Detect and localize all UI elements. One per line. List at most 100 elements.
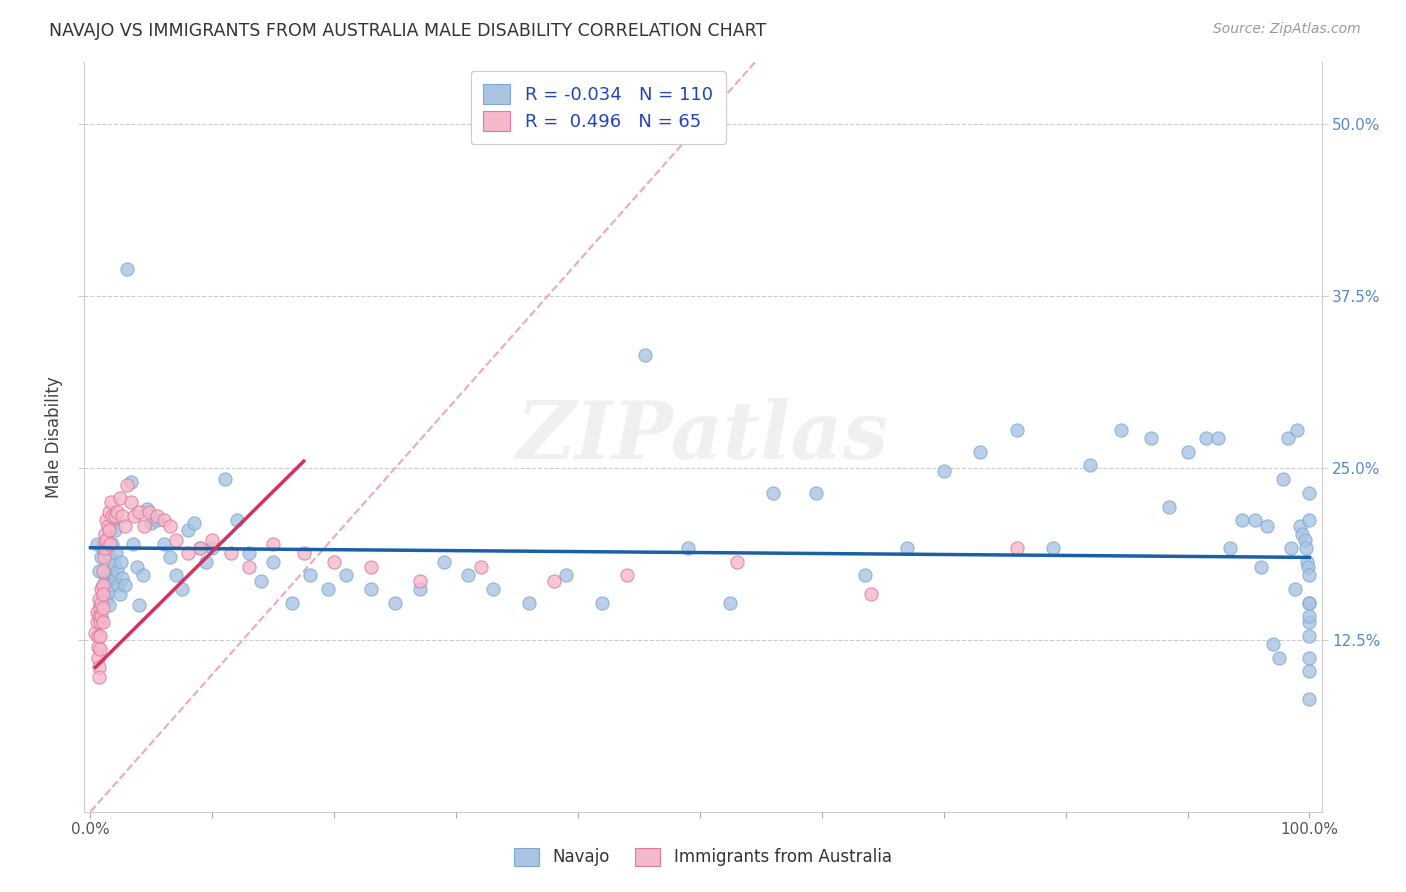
Point <box>96 584 118 599</box>
Point <box>128 505 150 519</box>
Point <box>89 599 111 613</box>
Point <box>1298 596 1320 610</box>
Point <box>120 495 142 509</box>
Point <box>101 536 124 550</box>
Point <box>128 599 150 613</box>
Point <box>152 536 174 550</box>
Point <box>1298 513 1320 527</box>
Point <box>108 491 131 506</box>
Point <box>146 513 169 527</box>
Point <box>1271 472 1294 486</box>
Point <box>96 518 118 533</box>
Point <box>93 536 115 550</box>
Point <box>96 513 118 527</box>
Point <box>159 518 181 533</box>
Point <box>132 568 155 582</box>
Point <box>1298 568 1320 582</box>
Point <box>89 642 111 657</box>
Point <box>86 606 108 620</box>
Point <box>932 464 955 478</box>
Point <box>481 582 503 596</box>
Point <box>1294 533 1316 547</box>
Point <box>292 546 315 560</box>
Point <box>969 444 991 458</box>
Point <box>225 513 247 527</box>
Legend: R = -0.034   N = 110, R =  0.496   N = 65: R = -0.034 N = 110, R = 0.496 N = 65 <box>471 71 725 144</box>
Point <box>554 568 576 582</box>
Point <box>859 587 882 601</box>
Point <box>188 541 211 555</box>
Point <box>250 574 273 588</box>
Point <box>96 578 118 592</box>
Point <box>433 554 456 568</box>
Point <box>138 505 160 519</box>
Point <box>111 509 134 524</box>
Point <box>1206 431 1229 445</box>
Point <box>98 564 121 578</box>
Point <box>1296 554 1319 568</box>
Point <box>91 578 114 592</box>
Point <box>94 568 117 582</box>
Point <box>1286 423 1309 437</box>
Point <box>135 502 157 516</box>
Point <box>89 601 111 615</box>
Point <box>93 543 115 558</box>
Point <box>124 509 146 524</box>
Point <box>93 550 115 565</box>
Point <box>1256 518 1278 533</box>
Point <box>238 560 260 574</box>
Point <box>103 558 125 572</box>
Point <box>90 609 112 624</box>
Point <box>219 546 242 560</box>
Point <box>1219 541 1241 555</box>
Point <box>104 509 127 524</box>
Point <box>152 513 174 527</box>
Text: ZIPatlas: ZIPatlas <box>517 399 889 475</box>
Point <box>1005 541 1028 555</box>
Point <box>408 582 430 596</box>
Point <box>89 629 111 643</box>
Point <box>1298 615 1320 629</box>
Point <box>1232 513 1254 527</box>
Point <box>87 660 110 674</box>
Point <box>1243 513 1265 527</box>
Point <box>280 596 302 610</box>
Point <box>114 578 136 592</box>
Point <box>1109 423 1132 437</box>
Point <box>1140 431 1163 445</box>
Point <box>87 591 110 606</box>
Point <box>298 568 321 582</box>
Legend: Navajo, Immigrants from Australia: Navajo, Immigrants from Australia <box>506 839 900 875</box>
Point <box>87 609 110 624</box>
Point <box>90 582 112 596</box>
Point <box>1279 541 1302 555</box>
Point <box>1296 560 1319 574</box>
Point <box>87 650 110 665</box>
Point <box>1288 518 1310 533</box>
Point <box>384 596 406 610</box>
Point <box>125 560 148 574</box>
Point <box>101 509 124 524</box>
Point <box>108 587 131 601</box>
Point <box>1298 629 1320 643</box>
Point <box>91 591 114 606</box>
Point <box>201 541 224 555</box>
Point <box>720 596 742 610</box>
Point <box>90 550 112 565</box>
Point <box>616 568 638 582</box>
Point <box>762 485 785 500</box>
Point <box>1298 650 1320 665</box>
Point <box>1298 596 1320 610</box>
Text: NAVAJO VS IMMIGRANTS FROM AUSTRALIA MALE DISABILITY CORRELATION CHART: NAVAJO VS IMMIGRANTS FROM AUSTRALIA MALE… <box>49 22 766 40</box>
Point <box>360 582 382 596</box>
Point <box>188 541 211 555</box>
Point <box>91 615 114 629</box>
Point <box>1078 458 1101 473</box>
Point <box>543 574 565 588</box>
Point <box>146 509 169 524</box>
Point <box>183 516 205 530</box>
Point <box>96 591 118 606</box>
Point <box>335 568 357 582</box>
Y-axis label: Male Disability: Male Disability <box>45 376 63 498</box>
Point <box>98 536 121 550</box>
